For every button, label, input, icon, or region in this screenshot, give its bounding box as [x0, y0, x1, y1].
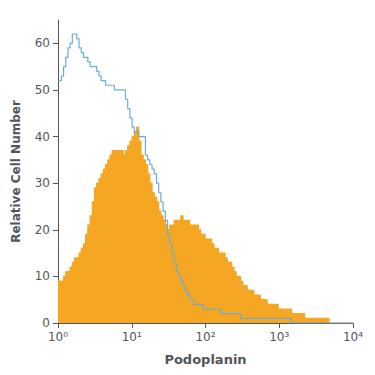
svg-text:10⁴: 10⁴: [343, 330, 363, 344]
svg-text:Podoplanin: Podoplanin: [164, 352, 246, 367]
svg-text:30: 30: [35, 176, 50, 190]
svg-text:10³: 10³: [269, 330, 289, 344]
svg-text:50: 50: [35, 83, 50, 97]
svg-text:10⁰: 10⁰: [48, 330, 68, 344]
svg-text:40: 40: [35, 130, 50, 144]
svg-text:10¹: 10¹: [122, 330, 142, 344]
svg-text:Relative Cell Number: Relative Cell Number: [9, 100, 23, 243]
svg-text:10: 10: [35, 269, 50, 283]
svg-text:0: 0: [42, 316, 50, 330]
svg-text:20: 20: [35, 223, 50, 237]
svg-text:60: 60: [35, 36, 50, 50]
svg-text:10²: 10²: [195, 330, 215, 344]
